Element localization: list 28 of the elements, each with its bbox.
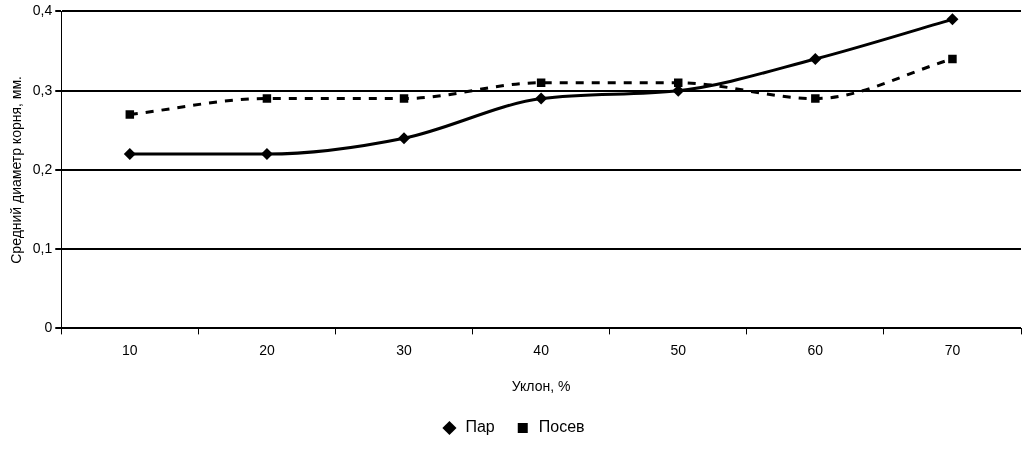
y-tick-label: 0,3 (32, 81, 53, 98)
legend-label: Посев (538, 418, 585, 436)
x-tick-label: 10 (122, 341, 138, 358)
point (811, 94, 820, 103)
y-tick-label: 0,1 (32, 240, 53, 257)
point (535, 92, 548, 105)
x-tick-label: 50 (670, 341, 687, 358)
y-tick-label: 0,4 (32, 2, 53, 19)
x-tick-label: 20 (259, 341, 275, 358)
point (809, 52, 822, 65)
point (946, 13, 959, 26)
point (948, 54, 957, 64)
point (262, 94, 272, 103)
y-tick-label: 0,2 (32, 160, 53, 177)
x-tick-label: 60 (807, 341, 824, 358)
point (399, 94, 409, 103)
point (125, 110, 135, 119)
point (123, 148, 136, 161)
x-tick-label: 40 (533, 341, 550, 358)
legend-label: Пар (465, 418, 495, 436)
y-tick-label: 0 (44, 319, 53, 336)
x-axis-title: Уклон, % (511, 378, 571, 395)
x-tick-label: 70 (944, 341, 961, 358)
point (398, 132, 411, 145)
point (673, 78, 683, 87)
y-axis-title: Средний диаметр корня, мм. (8, 76, 25, 264)
x-tick-label: 30 (396, 341, 413, 358)
point (536, 78, 546, 87)
